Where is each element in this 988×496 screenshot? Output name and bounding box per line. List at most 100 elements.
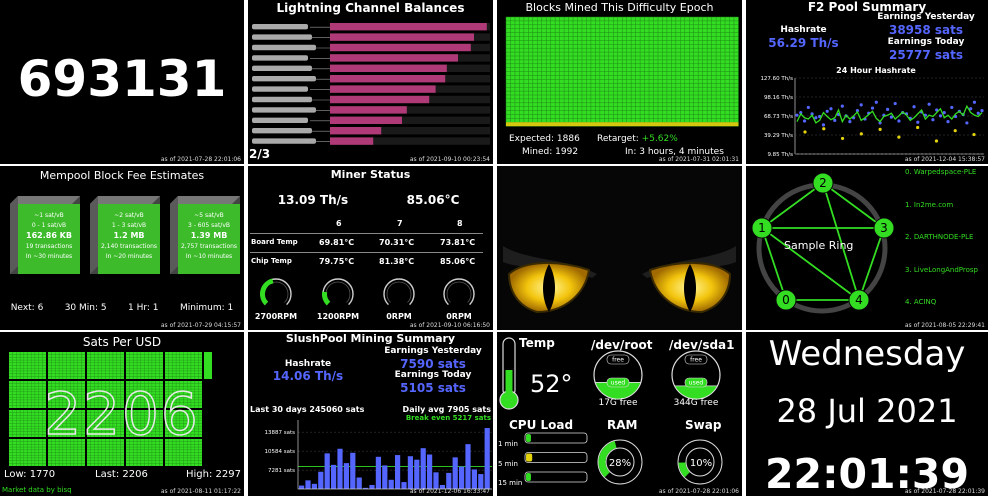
earnings-bar (427, 454, 433, 489)
y-tick-label: 127.60 Th/s (760, 76, 793, 82)
hashrate-point (935, 108, 939, 112)
sda1-disk-used-pill (684, 377, 708, 388)
transaction-count: 19 transactions (25, 243, 73, 250)
earnings-bar (324, 453, 330, 489)
hashrate-point (840, 104, 844, 108)
board-temp: 69.81°C (319, 238, 355, 247)
hashrate-point (874, 100, 878, 104)
earnings-bar (452, 457, 458, 489)
panel-title: F2 Pool Summary (807, 0, 927, 14)
node-alias-blur (252, 96, 312, 103)
low-hashrate-point (972, 132, 976, 137)
cat-eyes-panel (497, 166, 742, 330)
sats-last: Last: 2206 (95, 469, 148, 480)
y-tick-label: 9.85 Th/s (767, 152, 793, 158)
earnings-bar (363, 487, 369, 489)
node-alias-blur (252, 34, 312, 40)
sats-block-partial (204, 352, 212, 379)
daily-avg-label: Daily avg 7905 sats (402, 405, 491, 414)
root-disk-free-text: free (612, 357, 624, 364)
mined-value: 1992 (555, 147, 579, 157)
fan-gauge-fill (260, 278, 274, 306)
ram-value: 28% (608, 458, 632, 469)
fee-range: 1 - 3 sat/vB (111, 221, 147, 229)
hashrate-point (855, 109, 860, 113)
chip-temp-label: Chip Temp (251, 257, 292, 265)
channel-bar (330, 23, 487, 31)
mined-row: Mined: 1992 (522, 147, 578, 157)
earnings-bar (484, 428, 490, 489)
y-tick-label: 68.73 Th/s (764, 114, 793, 120)
earnings-bar (459, 466, 465, 489)
fee-block-side (170, 196, 178, 274)
expected-value: 1886 (556, 134, 580, 144)
earnings-bar (407, 456, 413, 489)
channel-bar (330, 137, 374, 145)
ring-node-label: 3 (880, 221, 888, 235)
y-tick-label: 39.29 Th/s (764, 133, 793, 139)
root-free: 17G free (598, 398, 638, 408)
hashrate-point (965, 121, 969, 125)
fee-range: 0 - 1 sat/vB (31, 221, 67, 229)
break-even-label: Break even 5217 sats (405, 414, 491, 422)
sda1-disk-used-slice (673, 385, 719, 400)
fan-speed: 1200RPM (316, 312, 360, 321)
earnings-bar (350, 452, 356, 489)
hashrate-point (893, 101, 897, 106)
earnings-bar (395, 455, 401, 489)
hashrate-point (833, 118, 837, 122)
hashrate-point (927, 102, 931, 106)
earnings-today-label: Earnings Today (887, 37, 965, 47)
hashrate-point (942, 110, 946, 115)
channel-track (330, 116, 490, 124)
timestamp: as of 2021-08-11 01:17:22 (160, 488, 241, 495)
expected-label: Expected: (509, 134, 555, 144)
fee-block-top (170, 196, 240, 204)
root-label: /dev/root (591, 338, 653, 352)
node-alias-blur (252, 76, 316, 82)
cat-pupil-right (684, 264, 696, 312)
earnings-today-label: Earnings Today (394, 370, 472, 380)
block-size: 162.86 KB (26, 231, 72, 240)
fan-speed: 2700RPM (254, 312, 298, 321)
low-hashrate-point (822, 127, 826, 131)
page-indicator: 2/3 (249, 147, 271, 161)
ring-legend-item: 4. ACINQ (905, 298, 937, 306)
board-divider (250, 233, 483, 234)
earnings-bar (465, 444, 471, 489)
low-hashrate-point (803, 130, 807, 134)
clock-panel: Wednesday 28 Jul 2021 22:01:39 as of 202… (746, 332, 988, 496)
fee-block-top (10, 196, 80, 204)
channel-bar (330, 75, 446, 83)
ring-node (751, 217, 773, 239)
ring-edge (822, 182, 860, 301)
earnings-today-value: 5105 sats (400, 381, 466, 395)
channel-bar (330, 54, 458, 62)
thermometer-fill (505, 370, 513, 398)
hashrate-point (810, 112, 814, 116)
hashrate-chart: 127.60 Th/s 98.16 Th/s 68.73 Th/s 39.29 Th/… (760, 76, 984, 158)
clock-date: 28 Jul 2021 (776, 392, 958, 430)
data-source: Market data by bisq (2, 486, 72, 494)
cpu-bar-track (524, 471, 588, 483)
blocks-mined-panel: Blocks Mined This Difficulty Epoch Expec… (497, 0, 742, 164)
earnings-bar (388, 479, 394, 489)
fee-rate: ~1 sat/vB (34, 212, 64, 219)
fan-gauge-inner (325, 281, 351, 303)
hashrate-average-line (796, 104, 983, 124)
retarget-label: Retarget: (597, 134, 639, 144)
hashrate-point (848, 120, 852, 124)
chip-temp: 85.06°C (440, 257, 476, 266)
ring-edge (822, 182, 885, 229)
earnings-bar (311, 483, 317, 489)
panel-title: Sats Per USD (82, 335, 162, 349)
earnings-bar (433, 472, 439, 489)
root-disk-used-slice (594, 382, 642, 400)
node-alias-blur (252, 117, 308, 123)
cpu-label: CPU Load (509, 418, 574, 432)
swap-gauge-outer (677, 439, 723, 485)
fan-speed: 0RPM (386, 312, 412, 321)
cat-pupil-left (543, 264, 555, 312)
ring-node (848, 289, 870, 311)
fee-block-face (18, 204, 80, 274)
